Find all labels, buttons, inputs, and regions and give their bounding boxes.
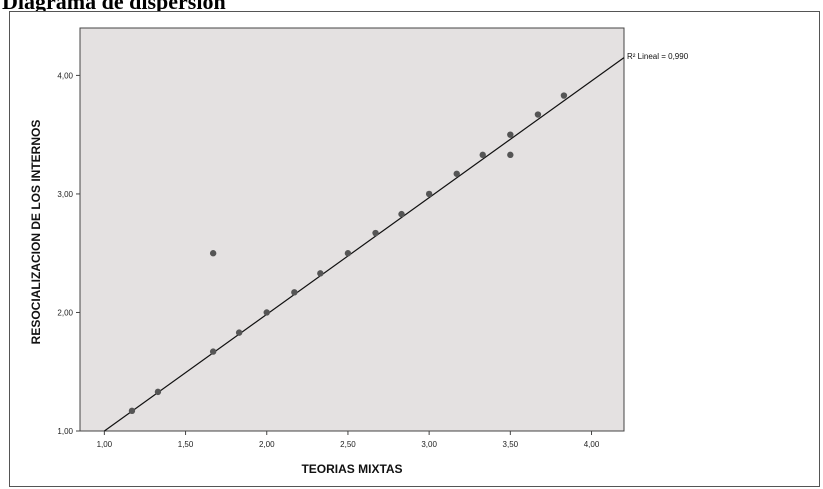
data-point [291,289,298,296]
r-squared-annotation: R² Lineal = 0,990 [627,52,689,61]
y-tick-label: 1,00 [57,427,73,436]
data-point [425,190,433,198]
x-tick-label: 3,50 [503,440,519,449]
data-point [209,348,217,355]
x-tick-label: 2,50 [340,440,356,449]
y-tick-label: 2,00 [57,308,73,317]
data-point [479,151,486,159]
data-point [209,250,217,257]
data-point [507,131,514,138]
fit-line [104,57,625,432]
data-point [263,309,270,316]
y-tick-label: 4,00 [57,71,73,80]
x-axis-label: TEORIAS MIXTAS [301,462,402,476]
plot-area [79,27,625,432]
y-tick-label: 3,00 [57,190,73,199]
data-point [534,111,542,118]
y-axis-label: RESOCIALIZACION DE LOS INTERNOS [29,120,43,345]
x-tick-label: 1,50 [178,440,194,449]
data-point [453,170,460,177]
data-point [372,229,379,237]
x-tick-label: 3,00 [421,440,437,449]
data-point [507,151,514,159]
data-point [128,407,136,415]
data-point [154,388,162,396]
data-point [560,92,568,99]
x-tick-label: 4,00 [584,440,600,449]
data-point [235,329,243,336]
page-heading: Diagrama de dispersión [2,0,226,14]
data-point [317,270,324,277]
data-point [344,250,352,257]
data-point [398,210,405,218]
x-tick-label: 2,00 [259,440,275,449]
x-tick-label: 1,00 [97,440,113,449]
